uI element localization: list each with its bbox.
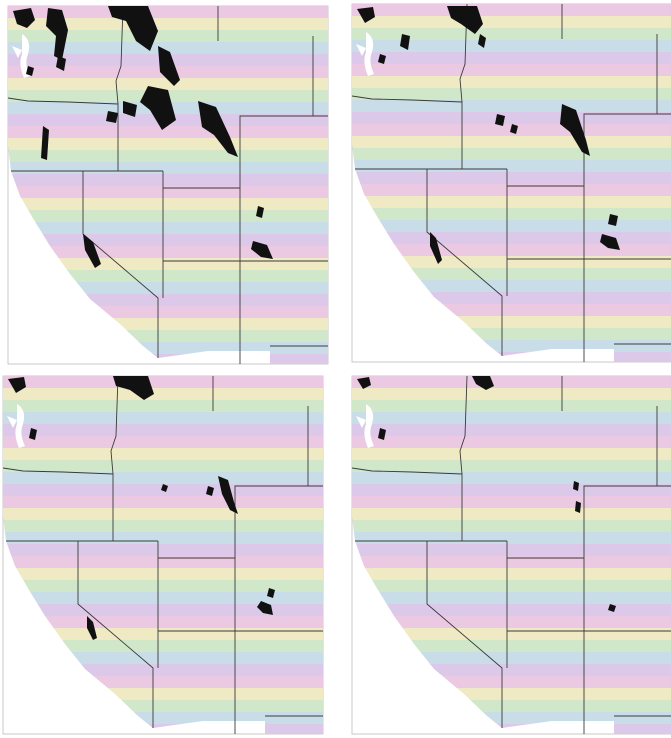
- map-panel: [8, 6, 328, 364]
- map-figure: [0, 0, 671, 738]
- map-panel: [352, 4, 671, 362]
- panel-base: [352, 376, 671, 734]
- map-panel: [3, 376, 323, 734]
- panel-base: [352, 4, 671, 362]
- panel-base: [3, 376, 323, 734]
- map-panel: [352, 376, 671, 734]
- page: (() => { const data = JSON.parse(documen…: [0, 0, 671, 738]
